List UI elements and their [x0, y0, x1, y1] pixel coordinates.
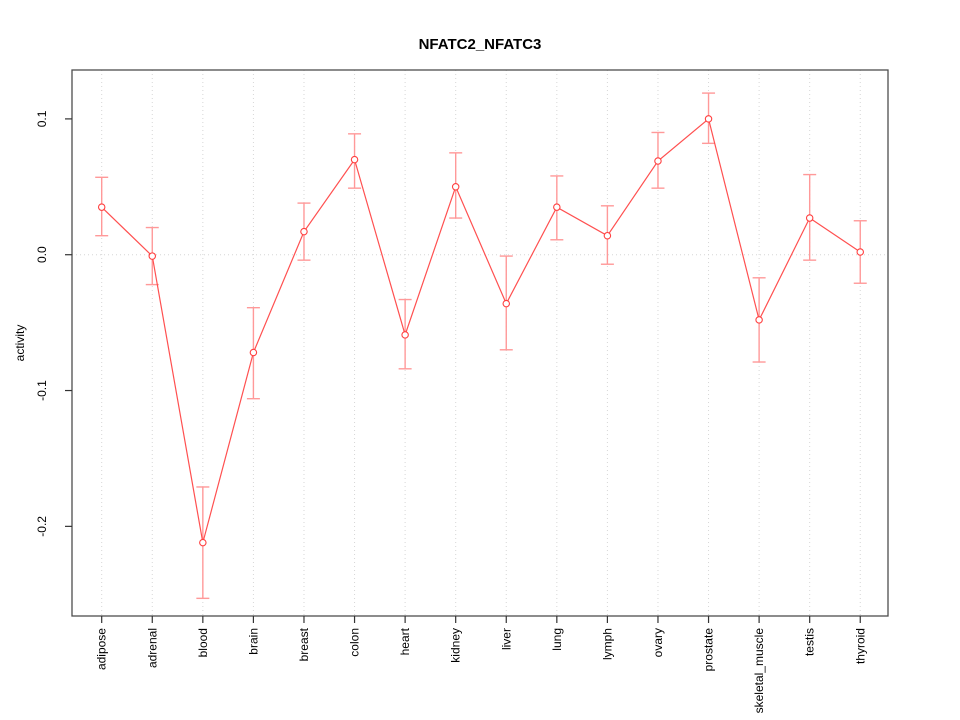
y-tick-label-0: 0.0	[35, 246, 49, 263]
error-bars-group	[95, 92, 867, 600]
data-point-kidney	[451, 183, 460, 191]
x-tick-label-breast: breast	[297, 627, 311, 661]
x-tick-label-blood: blood	[196, 628, 210, 657]
x-tick-label-thyroid: thyroid	[853, 628, 867, 664]
x-tick-label-liver: liver	[499, 628, 513, 650]
series-line-activity	[101, 117, 861, 543]
y-tick-label-0.1: 0.1	[35, 110, 49, 127]
y-axis-label: activity	[13, 325, 27, 362]
x-tick-label-ovary: ovary	[651, 628, 665, 657]
data-point-breast	[300, 227, 308, 236]
x-tick-label-skeletal_muscle: skeletal_muscle	[752, 628, 766, 714]
y-tick-labels-group: 0.1 0.0 -0.1 -0.2	[35, 110, 49, 536]
x-tick-label-lymph: lymph	[600, 628, 614, 660]
y-tick-label--0.2: -0.2	[35, 516, 49, 537]
x-tick-label-kidney: kidney	[449, 628, 463, 663]
data-point-adrenal	[148, 252, 157, 260]
plot-box-group	[71, 69, 889, 617]
x-tick-label-heart: heart	[398, 627, 412, 655]
gridlines-group	[101, 70, 861, 616]
data-point-testis	[805, 214, 814, 222]
x-tick-label-lung: lung	[550, 628, 564, 651]
data-point-brain	[249, 348, 258, 357]
y-tick-label--0.1: -0.1	[35, 380, 49, 401]
data-point-thyroid	[856, 248, 864, 256]
data-point-prostate	[704, 115, 713, 123]
x-tick-label-prostate: prostate	[702, 628, 716, 672]
data-point-blood	[199, 538, 207, 547]
data-point-lymph	[603, 231, 612, 240]
data-point-skeletal_muscle	[755, 316, 763, 324]
plot-box	[71, 69, 889, 617]
series-line-group	[101, 117, 861, 543]
x-tick-label-testis: testis	[803, 628, 817, 656]
data-point-colon	[350, 155, 359, 164]
data-point-liver	[502, 299, 511, 308]
data-points-group	[97, 115, 864, 547]
x-tick-labels-group: adipose adrenal blood brain breast colon heart…	[95, 627, 868, 713]
axis-ticks-group	[65, 118, 861, 623]
x-tick-label-brain: brain	[246, 628, 260, 655]
data-point-ovary	[654, 157, 662, 165]
x-tick-label-adipose: adipose	[95, 628, 109, 670]
x-tick-label-adrenal: adrenal	[145, 628, 159, 668]
data-point-adipose	[97, 203, 106, 211]
data-point-lung	[553, 203, 561, 211]
x-tick-label-colon: colon	[348, 628, 362, 657]
data-point-heart	[401, 331, 409, 339]
chart-title: NFATC2_NFATC3	[419, 36, 542, 53]
